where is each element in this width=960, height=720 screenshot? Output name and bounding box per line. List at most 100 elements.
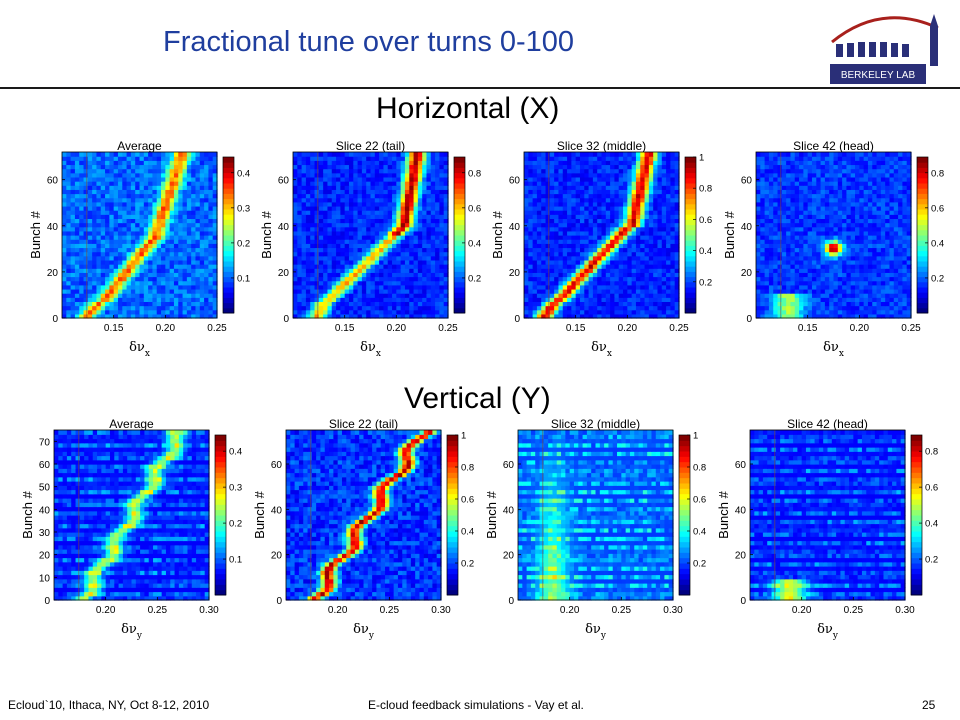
x-tick-label: 0.20 [387,323,407,334]
x-tick-label: 0.25 [380,605,400,616]
x-tick-label: 0.25 [612,605,632,616]
y-tick-label: 70 [39,437,51,448]
heatmap-y-average: Average 0 10 20 30 40 50 60 70 0.20 0.25 0.30 Bunch … [20,417,245,641]
colorbar-tick-label: 0.2 [468,273,481,284]
heatmap-y-slice32: Slice 32 (middle) 0 20 40 60 0.20 0.25 0.30 Bunc… [484,417,709,641]
y-tick-label: 20 [735,551,747,562]
colorbar-tick-label: 0.2 [931,273,944,284]
x-axis-label: δνx [129,340,150,359]
y-tick-label: 0 [44,596,50,607]
berkeley-lab-logo: BERKELEY LAB [826,8,952,91]
x-tick-label: 0.15 [104,323,124,334]
y-axis-label: Bunch # [722,210,737,258]
colorbar [214,434,227,596]
colorbar-tick-label: 0.8 [461,463,474,474]
colorbar-tick-label: 0.2 [699,277,712,288]
y-axis-label: Bunch # [28,210,43,258]
colorbar-tick-label: 0.1 [229,555,242,566]
colorbar-tick-label: 0.2 [229,519,242,530]
colorbar-tick-label: 0.2 [925,555,938,566]
x-axis-label: δνx [823,340,844,359]
plot-frame [285,429,442,601]
heatmap-cells [750,430,906,601]
heatmap-x-average: Average 0 20 40 60 0.15 0.20 0.25 Bunch # δνx 0.1 0… [28,139,253,359]
colorbar-tick-label: 0.6 [931,203,944,214]
x-tick-label: 0.20 [96,605,116,616]
colorbar-tick-label: 0.8 [699,184,712,195]
y-tick-label: 60 [735,460,747,471]
heatmap-x-slice22-svg: Slice 22 (tail) 0 20 40 60 0.15 0.20 0.25 Bunch … [259,139,481,359]
x-tick-label: 0.25 [148,605,168,616]
plot-frame [292,151,449,319]
y-tick-label: 40 [47,222,59,233]
colorbar [222,156,235,314]
x-tick-label: 0.25 [438,323,458,334]
x-axis-label: δνy [353,622,375,641]
colorbar-tick-label: 0.8 [925,447,938,458]
y-tick-label: 40 [271,505,283,516]
colorbar-tick-label: 0.8 [931,168,944,179]
colorbar [916,156,929,314]
colorbar [684,156,697,314]
plot-frame [755,151,912,319]
y-tick-label: 60 [509,176,521,187]
colorbar [446,434,459,596]
heatmap-x-average-svg: Average 0 20 40 60 0.15 0.20 0.25 Bunch # δνx 0.1 0… [28,139,250,359]
heatmap-y-slice22: Slice 22 (tail) 0 20 40 60 0.20 0.25 0.30 Bunch … [252,417,477,641]
x-axis-label: δνx [360,340,381,359]
panel-title: Average [117,139,162,153]
heatmap-y-slice32-svg: Slice 32 (middle) 0 20 40 60 0.20 0.25 0.30 Bunc… [484,417,706,641]
y-tick-label: 60 [39,460,51,471]
colorbar-tick-label: 0.2 [693,559,706,570]
x-tick-label: 0.20 [328,605,348,616]
colorbar-tick-label: 0.6 [468,203,481,214]
slide-title: Fractional tune over turns 0-100 [163,26,575,58]
x-tick-label: 0.20 [156,323,176,334]
y-tick-label: 50 [39,483,51,494]
section-horizontal: Horizontal (X) [376,92,560,125]
y-axis-label: Bunch # [20,490,35,538]
colorbar-tick-label: 1 [699,153,704,164]
colorbar-tick-label: 0.6 [699,215,712,226]
page-number: 25 [922,698,936,712]
y-tick-label: 40 [39,505,51,516]
y-tick-label: 60 [271,460,283,471]
section-vertical: Vertical (Y) [404,382,551,415]
plot-frame [523,151,680,319]
y-tick-label: 40 [278,222,290,233]
y-tick-label: 0 [746,314,752,325]
x-tick-label: 0.15 [335,323,355,334]
colorbar-tick-label: 0.4 [468,238,481,249]
colorbar-tick-label: 0.4 [229,447,242,458]
heatmap-x-slice42: Slice 42 (head) 0 20 40 60 0.15 0.20 0.25 Bunch … [722,139,947,359]
y-tick-label: 60 [47,176,59,187]
x-tick-label: 0.20 [850,323,870,334]
y-tick-label: 0 [283,314,289,325]
x-tick-label: 0.20 [560,605,580,616]
y-tick-label: 40 [503,505,515,516]
heatmap-cells [756,152,912,319]
colorbar-tick-label: 0.2 [461,559,474,570]
y-axis-label: Bunch # [716,490,731,538]
panel-title: Slice 22 (tail) [329,417,398,431]
colorbar-tick-label: 0.4 [925,519,938,530]
colorbar-tick-label: 0.6 [461,495,474,506]
colorbar-tick-label: 0.4 [693,527,706,538]
heatmap-x-slice42-svg: Slice 42 (head) 0 20 40 60 0.15 0.20 0.25 Bunch … [722,139,944,359]
heatmap-x-slice32: Slice 32 (middle) 0 20 40 60 0.15 0.20 0.25 Bunc… [490,139,715,359]
colorbar [678,434,691,596]
y-tick-label: 0 [276,596,282,607]
x-tick-label: 0.30 [895,605,915,616]
y-tick-label: 0 [514,314,520,325]
heatmap-x-slice22: Slice 22 (tail) 0 20 40 60 0.15 0.20 0.25 Bunch … [259,139,484,359]
y-tick-label: 0 [52,314,58,325]
colorbar-tick-label: 0.1 [237,273,250,284]
x-tick-label: 0.30 [431,605,451,616]
colorbar-tick-label: 0.6 [925,483,938,494]
y-tick-label: 20 [509,268,521,279]
panel-title: Slice 42 (head) [787,417,868,431]
x-tick-label: 0.25 [901,323,921,334]
heatmap-cells [54,430,210,601]
y-tick-label: 60 [741,176,753,187]
heatmap-y-slice22-svg: Slice 22 (tail) 0 20 40 60 0.20 0.25 0.30 Bunch … [252,417,474,641]
